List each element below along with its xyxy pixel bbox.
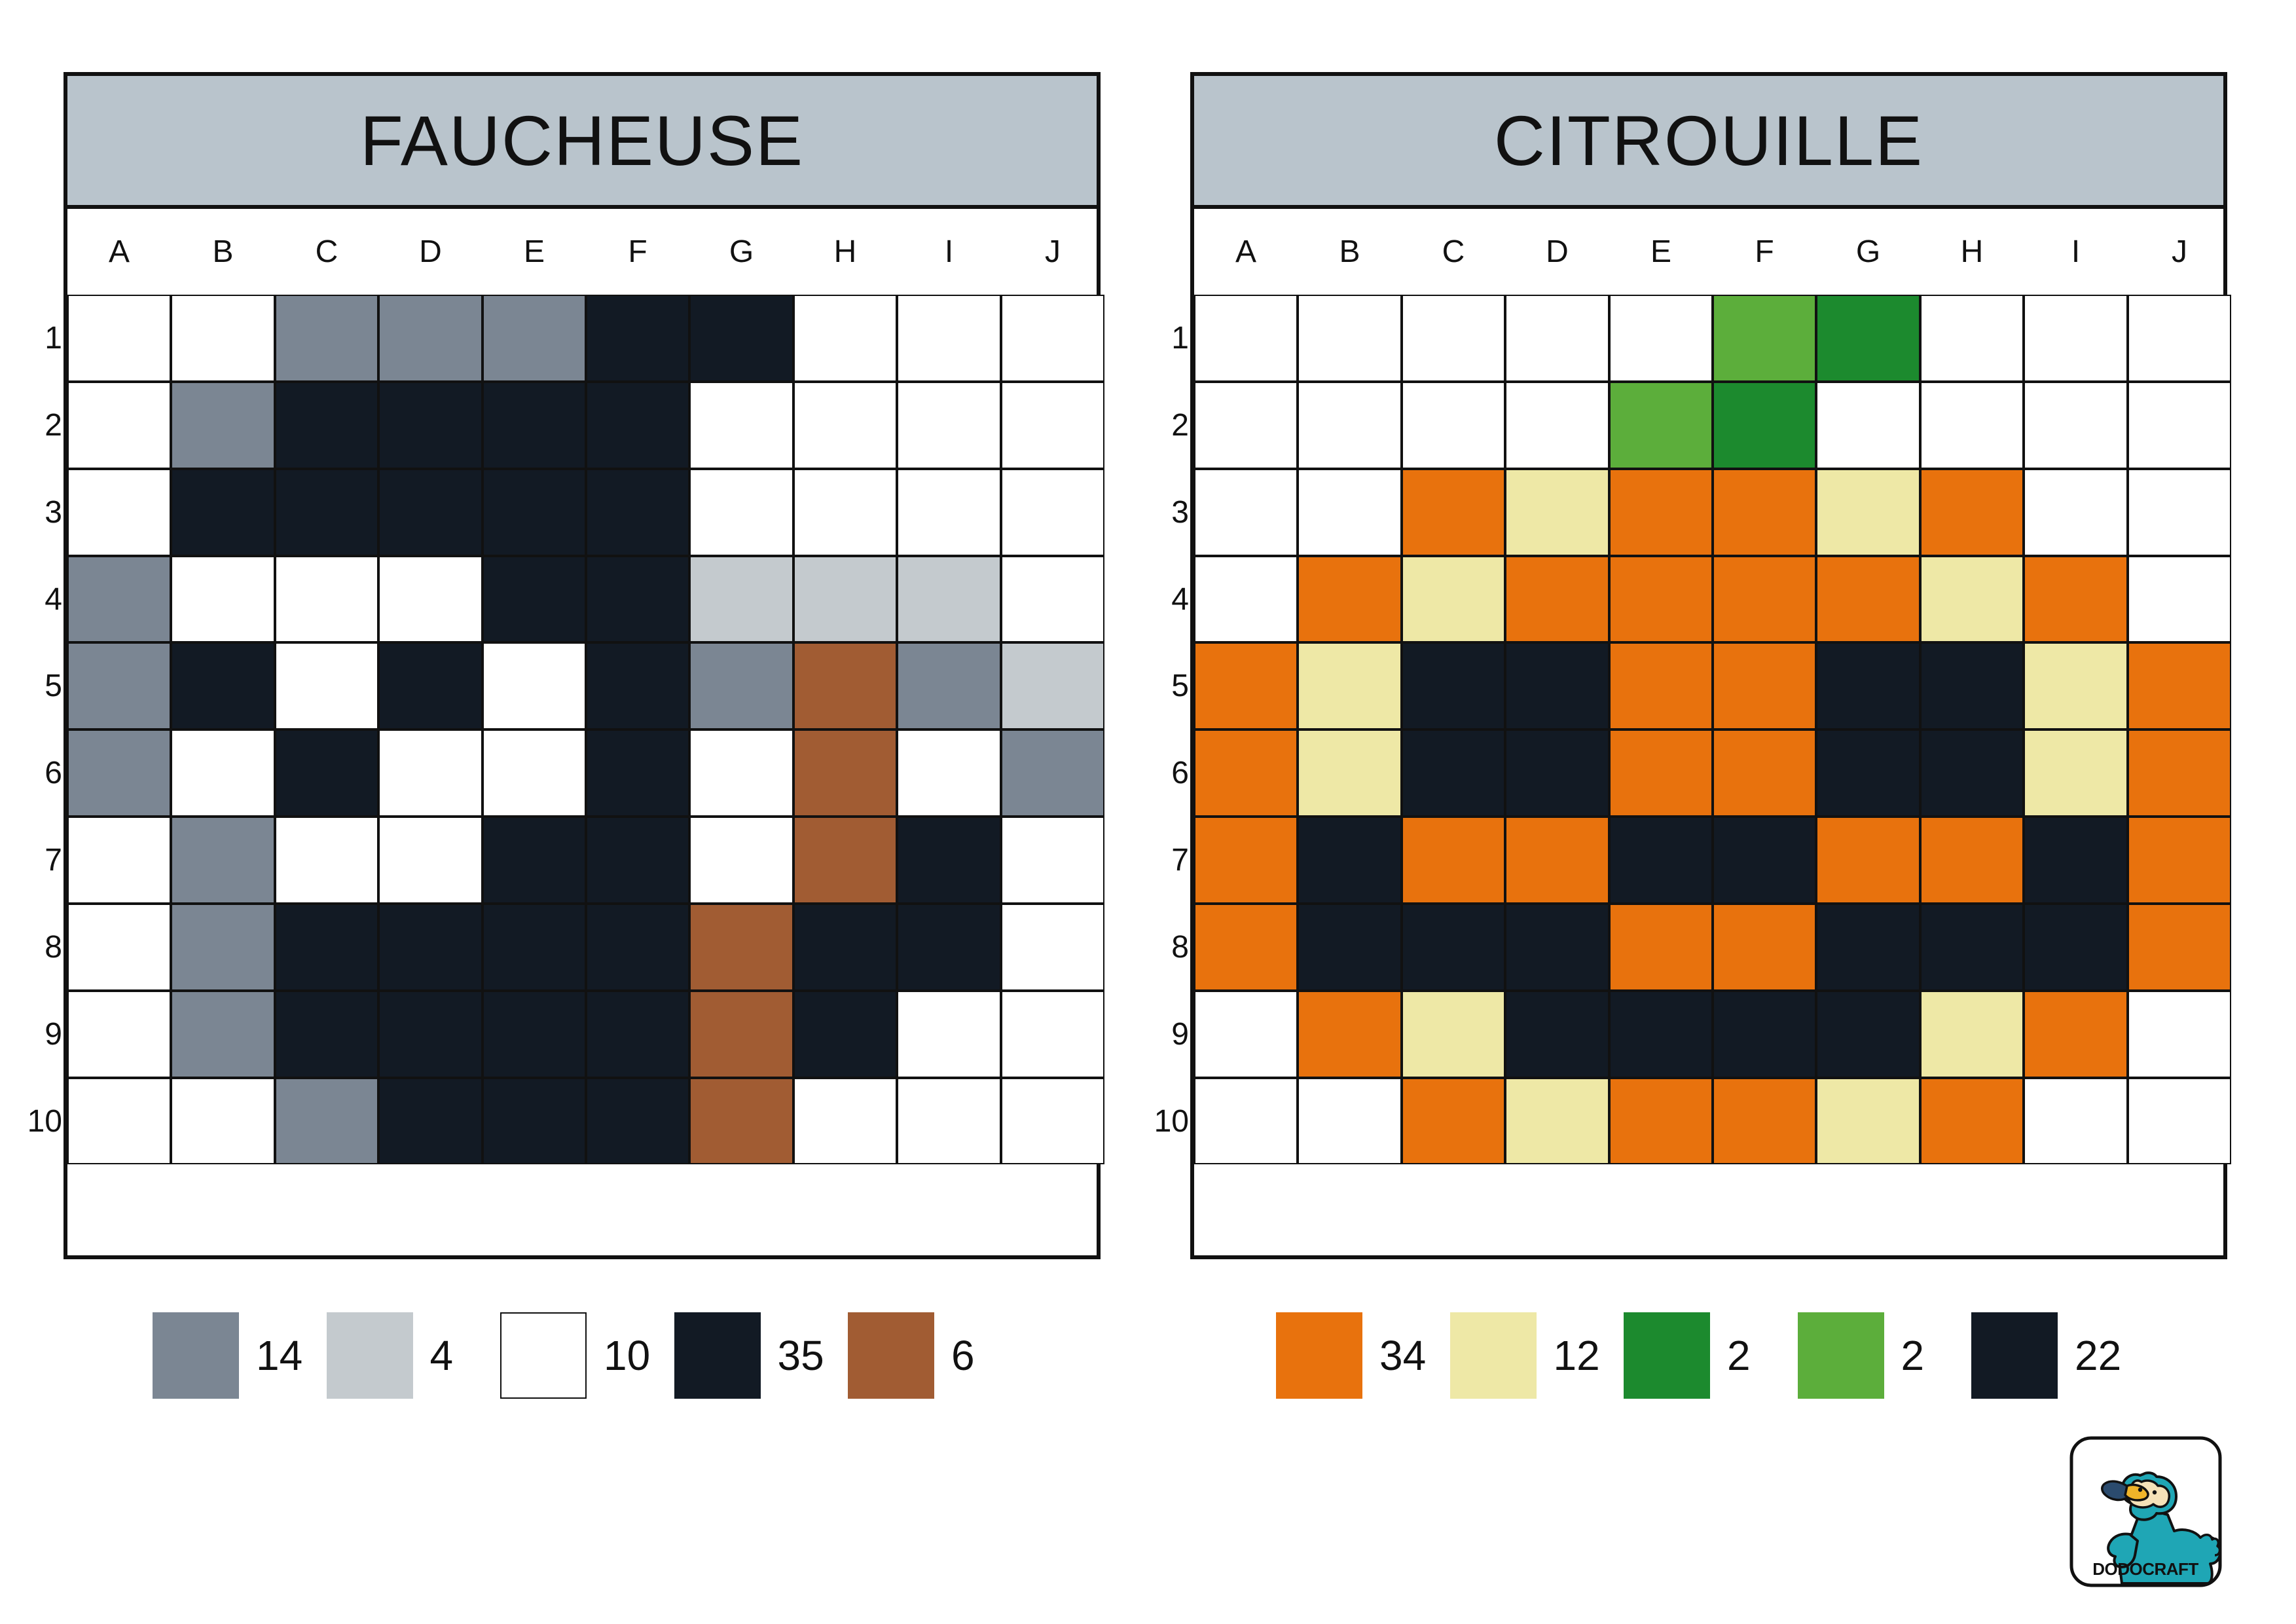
svg-text:DODOCRAFT: DODOCRAFT — [2092, 1559, 2198, 1579]
